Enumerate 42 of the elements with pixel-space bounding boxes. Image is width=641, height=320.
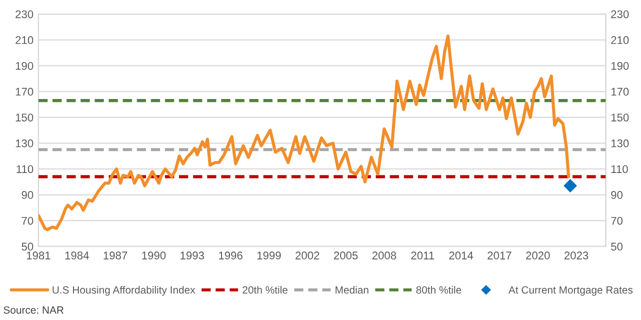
y-tick-label: 230 [16, 10, 34, 18]
x-tick-label: 2011 [411, 252, 434, 260]
y-tick-label: 90 [22, 191, 34, 199]
x-tick-label: 1996 [219, 252, 242, 260]
x-tick-label: 1981 [26, 252, 50, 260]
legend-label: U.S Housing Affordability Index [52, 286, 196, 296]
y2-tick-label: 70 [611, 216, 623, 225]
x-tick-label: 1984 [65, 252, 89, 260]
y-tick-label: 110 [16, 165, 34, 174]
y2-tick-label: 110 [611, 165, 628, 174]
y2-tick-label: 130 [611, 139, 629, 148]
x-tick-label: 1990 [142, 252, 166, 260]
y-tick-label: 170 [16, 88, 34, 96]
y-tick-label: 130 [16, 139, 34, 148]
y-tick-label: 150 [16, 114, 34, 122]
y2-tick-label: 230 [611, 10, 629, 18]
y-tick-label: 210 [16, 36, 34, 44]
legend-label: 80th %tile [416, 286, 462, 294]
x-tick-label: 2008 [372, 252, 396, 260]
line-series [38, 34, 570, 232]
y-tick-label: 70 [22, 216, 34, 225]
x-tick-label: 2017 [488, 252, 512, 260]
legend-label: Median [336, 286, 368, 294]
y2-tick-label: 210 [611, 36, 629, 44]
y2-tick-label: 170 [611, 88, 629, 96]
y2-tick-label: 150 [611, 114, 629, 122]
x-tick-label: 1987 [104, 252, 128, 260]
x-tick-label: 2023 [564, 252, 588, 260]
x-tick-label: 1999 [257, 252, 281, 260]
x-tick-label: 2005 [334, 252, 358, 260]
x-tick-label: 2002 [296, 252, 320, 260]
x-tick-label: 2020 [526, 252, 550, 260]
source-note: Source: NAR [4, 306, 64, 314]
y2-tick-label: 190 [611, 62, 629, 70]
y-tick-label: 190 [16, 62, 34, 70]
y2-tick-label: 50 [611, 242, 623, 251]
legend-label: At Current Mortgage Rates [508, 286, 633, 296]
x-tick-label: 1993 [180, 252, 204, 260]
legend-label: 20th %tile [242, 286, 288, 294]
y2-tick-label: 90 [611, 191, 623, 199]
x-tick-label: 2014 [449, 252, 474, 260]
y-tick-label: 50 [22, 242, 34, 251]
